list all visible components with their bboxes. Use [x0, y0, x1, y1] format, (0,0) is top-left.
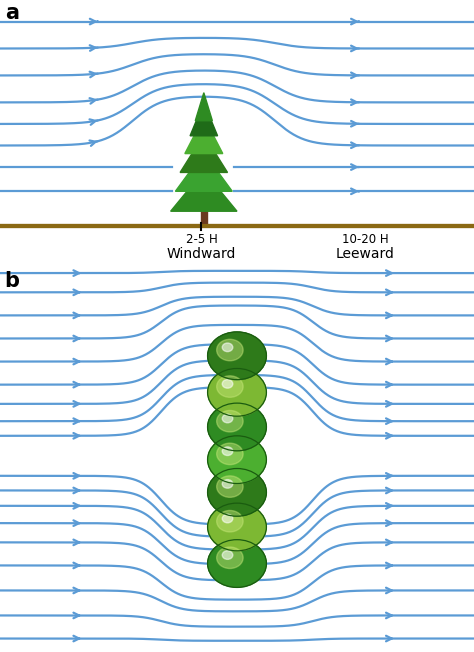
Text: a: a [5, 3, 19, 23]
Circle shape [208, 469, 266, 516]
Circle shape [217, 411, 243, 432]
Text: Windward: Windward [167, 247, 236, 261]
Circle shape [217, 339, 243, 361]
Polygon shape [171, 171, 237, 211]
Circle shape [222, 514, 233, 523]
Circle shape [222, 414, 233, 422]
Circle shape [208, 436, 266, 484]
Circle shape [208, 368, 266, 416]
Circle shape [217, 511, 243, 532]
Bar [201, 203, 207, 226]
Circle shape [208, 540, 266, 587]
Text: 10-20 H: 10-20 H [342, 233, 388, 246]
Circle shape [222, 379, 233, 388]
Circle shape [222, 343, 233, 351]
Text: Leeward: Leeward [336, 247, 394, 261]
Circle shape [208, 503, 266, 551]
Circle shape [217, 547, 243, 569]
Polygon shape [175, 153, 232, 191]
Text: 2-5 H: 2-5 H [186, 233, 217, 246]
Polygon shape [180, 135, 228, 172]
Circle shape [208, 403, 266, 451]
Circle shape [217, 376, 243, 397]
Polygon shape [185, 117, 223, 154]
Circle shape [222, 551, 233, 559]
Circle shape [222, 447, 233, 456]
Circle shape [222, 480, 233, 488]
Circle shape [217, 476, 243, 497]
Circle shape [208, 332, 266, 379]
Circle shape [217, 443, 243, 465]
Text: b: b [5, 271, 20, 291]
Polygon shape [190, 102, 218, 136]
Polygon shape [195, 93, 212, 121]
